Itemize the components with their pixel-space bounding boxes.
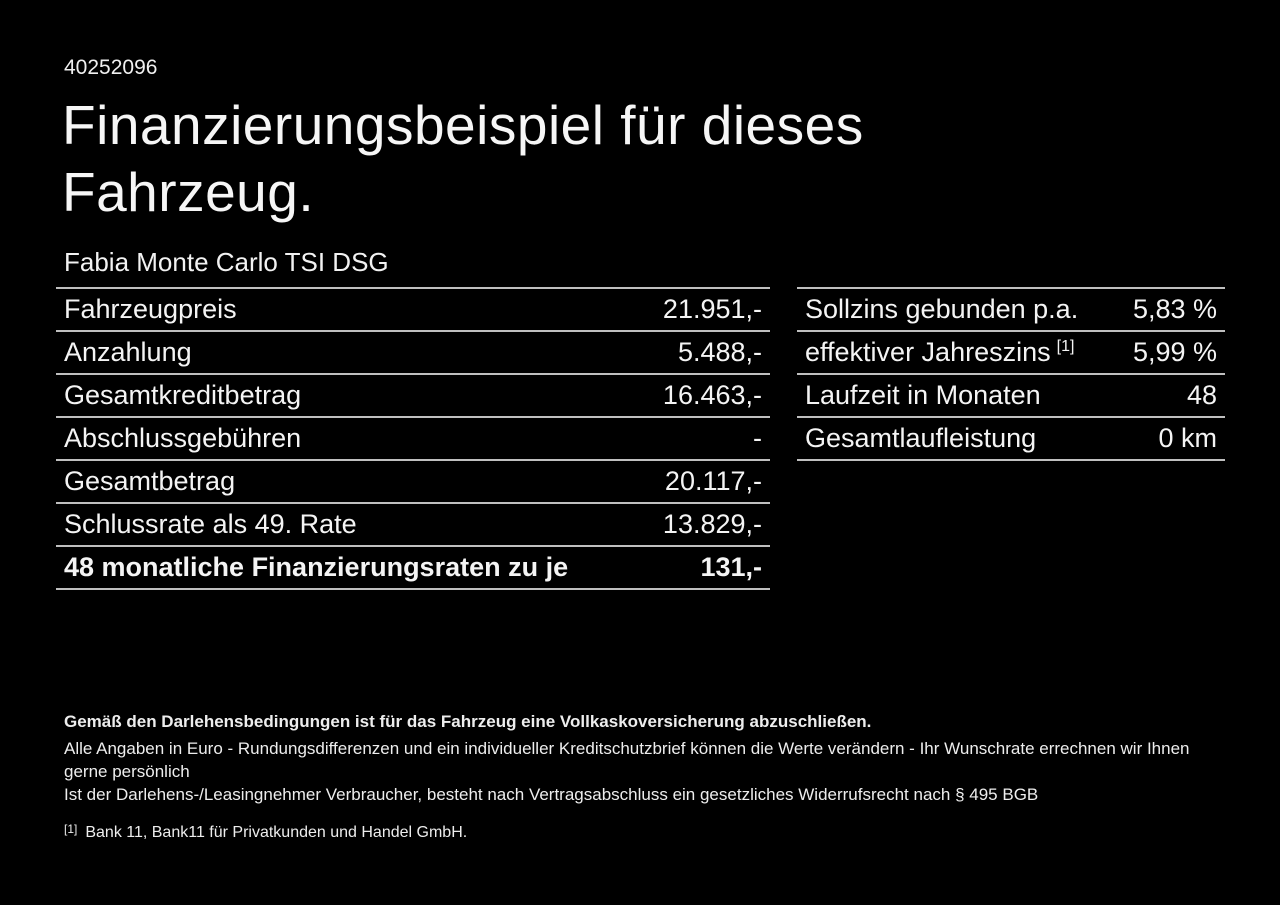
page-title-line2: Fahrzeug. [62, 161, 315, 223]
table-row-abschlussgebuehren: Abschlussgebühren - [56, 416, 770, 459]
table-row-fahrzeugpreis: Fahrzeugpreis 21.951,- [56, 287, 770, 330]
row-value: 13.829,- [662, 509, 762, 539]
financing-table-right: Sollzins gebunden p.a. 5,83 % effektiver… [797, 287, 1225, 461]
row-label: Anzahlung [64, 337, 192, 367]
table-row-anzahlung: Anzahlung 5.488,- [56, 330, 770, 373]
row-label: Schlussrate als 49. Rate [64, 509, 357, 539]
row-value: 21.951,- [662, 294, 762, 324]
table-row-schlussrate: Schlussrate als 49. Rate 13.829,- [56, 502, 770, 545]
listing-id: 40252096 [64, 56, 158, 79]
row-label: 48 monatliche Finanzierungsraten zu je [64, 552, 569, 582]
vehicle-name: Fabia Monte Carlo TSI DSG [64, 247, 389, 277]
table-row-gesamtlaufleistung: Gesamtlaufleistung 0 km [797, 416, 1225, 459]
row-label: Gesamtlaufleistung [805, 423, 1037, 453]
insurance-note: Gemäß den Darlehensbedingungen ist für d… [64, 712, 872, 731]
row-label: Abschlussgebühren [64, 423, 302, 453]
row-value: 5.488,- [677, 337, 762, 367]
footnote-marker: [1] [64, 822, 78, 836]
disclaimer-note-2: Ist der Darlehens-/Leasingnehmer Verbrau… [64, 785, 1039, 804]
table-row-gesamtbetrag: Gesamtbetrag 20.117,- [56, 459, 770, 502]
row-value: - [753, 423, 762, 453]
bank-footnote: [1] Bank 11, Bank11 für Privatkunden und … [64, 819, 1224, 843]
row-value: 16.463,- [662, 380, 762, 410]
row-label: effektiver Jahreszins [1] [805, 337, 1075, 367]
table-row-monatsrate: 48 monatliche Finanzierungsraten zu je 1… [56, 545, 770, 588]
footnote-reference: [1] [1056, 338, 1075, 355]
table-row-gesamtkreditbetrag: Gesamtkreditbetrag 16.463,- [56, 373, 770, 416]
page-title-line1: Finanzierungsbeispiel für dieses [62, 94, 864, 156]
row-label: Gesamtbetrag [64, 466, 236, 496]
row-label: Fahrzeugpreis [64, 294, 237, 324]
footnote-text: Bank 11, Bank11 für Privatkunden und Han… [85, 824, 468, 841]
table-row-effektiver-jahreszins: effektiver Jahreszins [1] 5,99 % [797, 330, 1225, 373]
row-value: 0 km [1158, 423, 1217, 453]
table-row-sollzins: Sollzins gebunden p.a. 5,83 % [797, 287, 1225, 330]
row-value: 5,99 % [1132, 337, 1217, 367]
row-label: Gesamtkreditbetrag [64, 380, 302, 410]
row-value: 20.117,- [664, 466, 762, 496]
page-title: Finanzierungsbeispiel für dieses Fahrzeu… [62, 92, 864, 226]
disclaimer-note-1: Alle Angaben in Euro - Rundungsdifferenz… [64, 739, 1190, 781]
row-value: 48 [1186, 380, 1217, 410]
financing-table-left: Fahrzeugpreis 21.951,- Anzahlung 5.488,-… [56, 287, 770, 590]
row-label: Sollzins gebunden p.a. [805, 294, 1079, 324]
table-row-laufzeit: Laufzeit in Monaten 48 [797, 373, 1225, 416]
row-value: 131,- [700, 552, 762, 582]
row-label: Laufzeit in Monaten [805, 380, 1041, 410]
row-value: 5,83 % [1132, 294, 1217, 324]
footer-notes: Gemäß den Darlehensbedingungen ist für d… [64, 710, 1224, 843]
